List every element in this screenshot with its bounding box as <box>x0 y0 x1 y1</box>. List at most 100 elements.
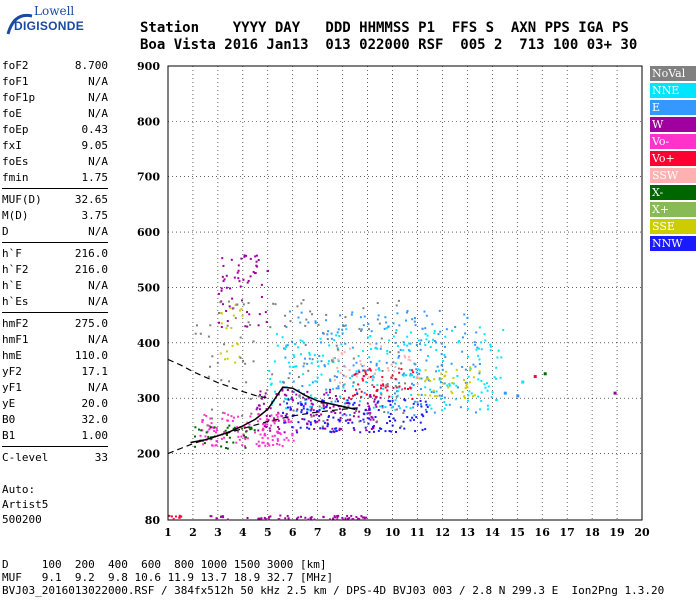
echo-point <box>365 516 368 519</box>
scaled-parameters-panel: foF2 8.700 foF1 N/A foF1p N/A foE N/A foEp 0.43 fx… <box>2 58 108 466</box>
echo-point <box>243 254 246 257</box>
echo-point <box>424 386 427 389</box>
echo-point <box>395 395 398 398</box>
param-row: foEs N/A <box>2 154 108 170</box>
echo-point <box>309 423 312 426</box>
echo-point <box>361 516 364 519</box>
echo-point <box>325 313 328 316</box>
echo-point <box>343 365 346 368</box>
echo-point <box>250 426 253 429</box>
echo-point <box>334 357 337 360</box>
echo-point <box>219 352 222 355</box>
echo-point <box>247 321 250 324</box>
echo-point <box>433 329 436 332</box>
echo-point <box>376 302 379 305</box>
echo-point <box>371 425 374 428</box>
echo-point <box>362 364 365 367</box>
echo-point <box>284 421 287 424</box>
echo-point <box>266 418 269 421</box>
echo-point <box>480 348 483 351</box>
echo-point <box>377 368 380 371</box>
echo-point <box>413 320 416 323</box>
echo-point <box>327 330 330 333</box>
echo-point <box>335 387 338 390</box>
echo-point <box>285 413 288 416</box>
echo-point <box>250 427 253 430</box>
echo-point <box>300 353 303 356</box>
echo-point <box>264 311 267 314</box>
echo-point <box>330 332 333 335</box>
echo-point <box>425 403 428 406</box>
echo-point <box>174 515 177 518</box>
echo-point <box>407 358 410 361</box>
echo-point <box>406 344 409 347</box>
echo-point <box>248 426 251 429</box>
echo-point <box>348 369 351 372</box>
echo-point <box>359 419 362 422</box>
echo-point <box>318 419 321 422</box>
echo-point <box>346 418 349 421</box>
echo-point <box>288 372 291 375</box>
echo-point <box>417 339 420 342</box>
echo-point <box>297 376 300 379</box>
echo-point <box>342 518 345 521</box>
echo-point <box>258 393 261 396</box>
param-name: h`Es <box>2 295 29 308</box>
echo-point <box>330 431 333 434</box>
echo-point <box>431 338 434 341</box>
echo-point <box>220 311 223 314</box>
echo-point <box>371 383 374 386</box>
echo-point <box>395 390 398 393</box>
echo-point <box>221 257 224 260</box>
y-tick-label: 80 <box>145 514 161 527</box>
echo-point <box>357 415 360 418</box>
echo-point <box>418 372 421 375</box>
echo-point <box>406 335 409 338</box>
echo-point <box>339 314 342 317</box>
echo-point <box>368 417 371 420</box>
echo-point <box>360 328 363 331</box>
echo-point <box>420 413 423 416</box>
echo-point <box>252 340 255 343</box>
echo-point <box>311 403 314 406</box>
echo-point <box>194 435 197 438</box>
echo-point <box>362 350 365 353</box>
echo-point <box>441 368 444 371</box>
echo-point <box>297 421 300 424</box>
param-name: h`F2 <box>2 263 29 276</box>
param-name: h`F <box>2 247 22 260</box>
echo-point <box>477 378 480 381</box>
echo-point <box>260 397 263 400</box>
echo-point <box>408 368 411 371</box>
echo-point <box>258 444 261 447</box>
echo-point <box>269 515 272 518</box>
echo-point <box>441 409 444 412</box>
echo-point <box>332 430 335 433</box>
echo-point <box>381 379 384 382</box>
echo-point <box>275 333 278 336</box>
echo-point <box>261 429 264 432</box>
echo-point <box>389 400 392 403</box>
digisonde-logo: Lowell DIGISONDE <box>4 4 84 40</box>
echo-point <box>377 400 380 403</box>
echo-point <box>467 394 470 397</box>
echo-point <box>300 402 303 405</box>
echo-point <box>398 354 401 357</box>
echo-point <box>429 346 432 349</box>
echo-point <box>403 398 406 401</box>
echo-point <box>283 381 286 384</box>
echo-point <box>337 400 340 403</box>
echo-point <box>384 316 387 319</box>
echo-point <box>450 362 453 365</box>
echo-point <box>456 374 459 377</box>
echo-point <box>394 341 397 344</box>
echo-point <box>387 325 390 328</box>
echo-point <box>336 366 339 369</box>
echo-point <box>326 338 329 341</box>
param-row: C-level 33 <box>2 450 108 466</box>
echo-point <box>381 375 384 378</box>
param-row: hmE 110.0 <box>2 348 108 364</box>
echo-point <box>318 414 321 417</box>
echo-point <box>340 343 343 346</box>
echo-point <box>332 416 335 419</box>
